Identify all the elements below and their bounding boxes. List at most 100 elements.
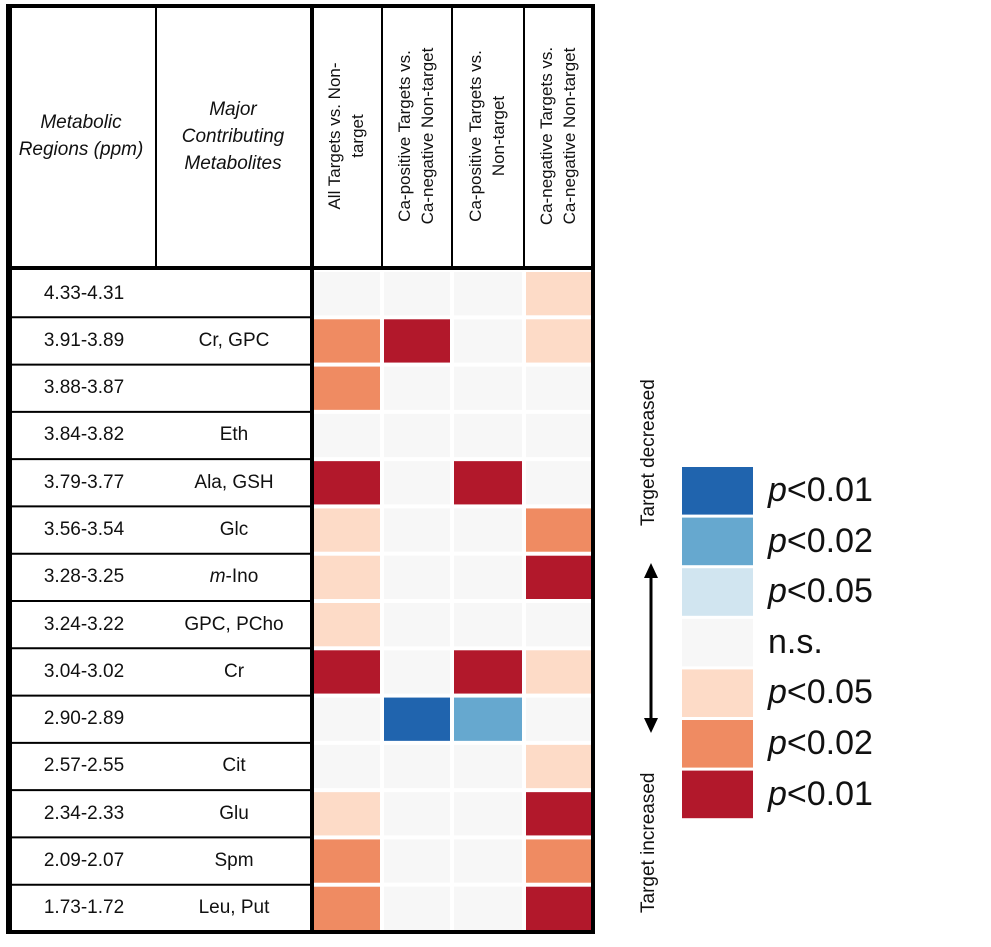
heatmap-cell-r12-c2 — [384, 792, 450, 836]
legend-swatch-2 — [682, 517, 753, 566]
row-range-14: 1.73-1.72 — [43, 897, 125, 919]
legend-threshold-6: <0.02 — [786, 724, 873, 762]
row-range-5: 3.79-3.77 — [43, 471, 125, 493]
row-range-9: 3.04-3.02 — [43, 660, 125, 682]
legend-label-2: p<0.02 — [768, 521, 873, 561]
row-metabolites-9: Cr — [223, 660, 245, 682]
heatmap-cell-r5-c4 — [526, 461, 591, 505]
legend-label-1: p<0.01 — [768, 470, 873, 510]
row-range-7: 3.28-3.25 — [43, 566, 125, 588]
heatmap-cell-r8-c3 — [454, 603, 522, 647]
header-metabolites-line-2: Contributing — [181, 125, 285, 147]
legend-p-1: p — [768, 471, 787, 509]
heatmap-cell-r7-c4 — [526, 555, 591, 599]
row-metabolites-7: m -Ino — [156, 554, 312, 601]
heatmap-cell-r9-c2 — [384, 650, 450, 694]
heatmap-cell-r2-c2 — [384, 319, 450, 363]
heatmap-cell-r14-c4 — [526, 886, 591, 930]
heatmap-cell-r11-c4 — [526, 744, 591, 789]
heatmap-cell-r13-c4 — [526, 839, 591, 883]
heatmap-cell-r2-c3 — [454, 319, 522, 363]
heatmap-cell-r2-c4 — [526, 319, 591, 363]
row-range-3: 3.88-3.87 — [43, 377, 125, 399]
legend-threshold-5: <0.05 — [786, 673, 873, 712]
row-range-10: 2.90-2.89 — [43, 708, 125, 730]
heatmap-cell-r10-c2 — [384, 697, 450, 741]
arrow-label-bottom: Target increased — [638, 772, 659, 913]
arrow-head-down — [644, 718, 658, 733]
heatmap-cell-r1-c3 — [454, 272, 522, 316]
legend-label-5: p<0.05 — [768, 672, 873, 712]
row-metabolites-2: Cr, GPC — [198, 329, 270, 351]
row-metabolites-13: Spm — [214, 850, 254, 872]
heatmap-cell-r4-c4 — [526, 413, 591, 458]
row-range-8: 3.24-3.22 — [43, 613, 125, 635]
heatmap-cell-r5-c1 — [314, 461, 380, 505]
row-range-2: 3.91-3.89 — [43, 329, 125, 351]
legend-threshold-7: <0.01 — [786, 774, 873, 813]
heatmap-cell-r13-c3 — [454, 839, 522, 883]
row-metabolites-italic-7: m — [209, 566, 226, 588]
heatmap-cell-r12-c1 — [314, 792, 380, 836]
heatmap-cell-r10-c3 — [454, 697, 522, 741]
heatmap-cell-r9-c4 — [526, 650, 591, 694]
legend-p-7: p — [768, 774, 787, 813]
heatmap-cell-r1-c4 — [526, 272, 591, 316]
header-regions: Metabolic Regions (ppm) — [8, 6, 154, 266]
arrow-head-up — [644, 563, 658, 578]
arrow-label-top: Target decreased — [638, 379, 659, 526]
heatmap-cell-r6-c4 — [526, 508, 591, 552]
legend-label-3: p<0.05 — [768, 571, 873, 611]
heatmap-cell-r14-c1 — [314, 886, 380, 930]
heatmap-cell-r3-c3 — [454, 366, 522, 410]
legend-swatch-4 — [682, 618, 753, 667]
heatmap-cell-r7-c2 — [384, 555, 450, 599]
heatmap-cell-r3-c2 — [384, 366, 450, 410]
legend-swatch-3 — [682, 568, 753, 616]
row-metabolites-12: Glu — [219, 802, 249, 824]
row-range-4: 3.84-3.82 — [43, 424, 125, 446]
legend-p-6: p — [768, 724, 787, 762]
row-metabolites-6: Glc — [219, 519, 249, 541]
heatmap-cell-r12-c4 — [526, 792, 591, 836]
heatmap-cell-r4-c1 — [314, 413, 380, 458]
legend-p-5: p — [768, 673, 787, 712]
legend-p-3: p — [768, 572, 787, 611]
heatmap-cell-r1-c2 — [384, 272, 450, 316]
heatmap-cell-r4-c3 — [454, 413, 522, 458]
heatmap-cell-r9-c1 — [314, 650, 380, 694]
heatmap-cell-r14-c3 — [454, 886, 522, 930]
legend-threshold-3: <0.05 — [786, 572, 873, 611]
row-range-13: 2.09-2.07 — [43, 850, 125, 872]
row-range-6: 3.56-3.54 — [43, 519, 125, 541]
heatmap-cell-r2-c1 — [314, 319, 380, 363]
row-metabolites-4: Eth — [219, 424, 249, 446]
heatmap-cell-r6-c3 — [454, 508, 522, 552]
heatmap-cell-r8-c4 — [526, 603, 591, 647]
legend-label-6: p<0.02 — [768, 723, 873, 763]
heatmap-cell-r7-c3 — [454, 555, 522, 599]
heatmap-cell-r11-c1 — [314, 744, 380, 789]
heatmap-cell-r12-c3 — [454, 792, 522, 836]
legend-label-4: n.s. — [768, 622, 823, 662]
heatmap-cell-r6-c2 — [384, 508, 450, 552]
row-range-12: 2.34-2.33 — [43, 802, 125, 824]
row-metabolites-8: GPC, PCho — [184, 613, 284, 635]
legend-label-7: p<0.01 — [768, 774, 873, 814]
legend-p-2: p — [768, 521, 787, 560]
heatmap-cell-r13-c2 — [384, 839, 450, 883]
row-metabolites-5: Ala, GSH — [194, 471, 274, 493]
heatmap-cell-r8-c1 — [314, 603, 380, 647]
heatmap-cell-r13-c1 — [314, 839, 380, 883]
legend-threshold-4: n.s. — [768, 622, 823, 661]
heatmap-cell-r8-c2 — [384, 603, 450, 647]
heatmap-cell-r10-c4 — [526, 697, 591, 741]
header-regions-line-2: Regions (ppm) — [18, 139, 144, 160]
row-metabolites-14: Leu, Put — [198, 897, 270, 919]
heatmap-cell-r3-c1 — [314, 366, 380, 410]
heatmap-cell-r10-c1 — [314, 697, 380, 741]
header-regions-line-1: Metabolic — [40, 112, 122, 133]
heatmap-cell-r5-c3 — [454, 461, 522, 505]
row-range-11: 2.57-2.55 — [43, 755, 125, 777]
